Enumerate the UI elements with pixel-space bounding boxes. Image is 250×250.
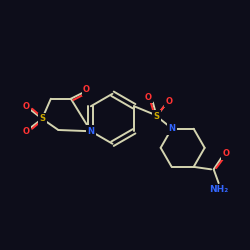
Text: S: S [154, 112, 160, 121]
Text: O: O [222, 149, 229, 158]
Text: N: N [168, 124, 175, 133]
Text: O: O [145, 93, 152, 102]
Text: O: O [23, 102, 30, 111]
Text: O: O [165, 97, 172, 106]
Text: O: O [83, 86, 90, 94]
Text: S: S [39, 114, 45, 123]
Text: N: N [87, 127, 94, 136]
Text: NH₂: NH₂ [209, 185, 228, 194]
Text: O: O [23, 127, 30, 136]
